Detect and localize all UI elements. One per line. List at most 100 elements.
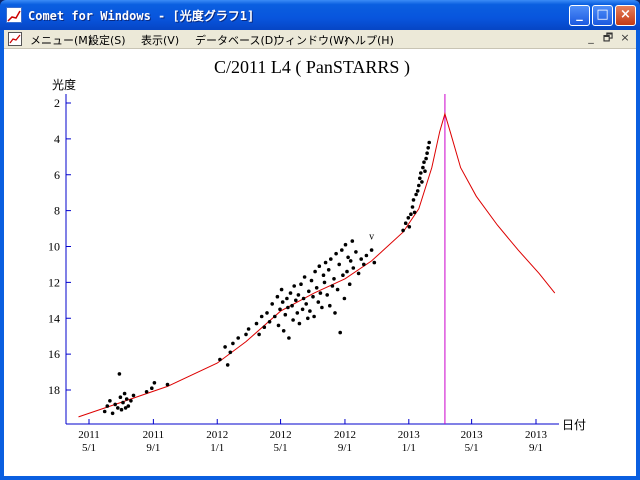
- observation-point: [280, 300, 285, 304]
- observation-point: [119, 407, 124, 412]
- menu-menu[interactable]: メニュー(M): [30, 34, 93, 47]
- observation-point: [113, 402, 117, 407]
- observation-point: [283, 312, 288, 317]
- observation-point: [311, 294, 315, 299]
- minimize-button[interactable]: _: [569, 5, 590, 26]
- observation-point: [262, 325, 267, 330]
- observation-point: [291, 318, 295, 322]
- observation-point: [421, 165, 425, 170]
- menu-help[interactable]: ヘルプ(H): [344, 34, 394, 47]
- child-restore-button[interactable]: 🗗: [602, 31, 614, 44]
- y-tick-label: 18: [48, 383, 60, 397]
- observation-point: [334, 251, 338, 256]
- menu-database[interactable]: データベース(D): [195, 34, 278, 47]
- child-minimize-button[interactable]: _: [588, 31, 594, 44]
- y-tick-label: 2: [54, 96, 60, 110]
- observation-point: [346, 255, 350, 260]
- menu-settings[interactable]: 設定(S): [88, 34, 126, 47]
- observation-point: [267, 320, 272, 324]
- x-tick-date: 9/1: [338, 442, 352, 454]
- x-tick-year: 2013: [525, 429, 548, 441]
- observation-point: [275, 294, 280, 299]
- observation-point: [236, 336, 240, 340]
- observation-point: [116, 406, 120, 410]
- observation-point: [326, 268, 331, 272]
- observation-point: [407, 225, 412, 229]
- x-tick-date: 5/1: [465, 442, 479, 454]
- observation-point: [265, 311, 269, 315]
- observation-point: [406, 216, 411, 220]
- observation-point: [403, 221, 408, 225]
- x-tick-date: 1/1: [402, 442, 416, 454]
- observation-point: [165, 382, 170, 387]
- observation-point: [279, 287, 284, 292]
- model-light-curve: [78, 112, 556, 418]
- observation-point: [228, 350, 233, 355]
- observation-point: [300, 307, 305, 312]
- observation-point: [254, 321, 259, 326]
- observation-point: [312, 314, 316, 319]
- observation-point: [297, 321, 302, 326]
- x-tick-year: 2013: [398, 429, 421, 441]
- observation-point: [426, 146, 431, 150]
- x-tick-year: 2012: [206, 429, 228, 441]
- observation-point: [419, 171, 423, 175]
- observation-point: [144, 390, 149, 394]
- observation-point: [152, 381, 157, 385]
- observation-point: [320, 305, 324, 310]
- title-bar[interactable]: Comet for Windows - [光度グラフ1] _ □ ×: [0, 0, 640, 30]
- observation-point: [342, 296, 347, 301]
- observation-point: [281, 329, 286, 333]
- y-tick-label: 14: [48, 311, 60, 325]
- observation-point: [417, 183, 421, 188]
- light-curve-chart: C/2011 L4 ( PanSTARRS ) 光度 日付 2 4 6 8 10 12 14…: [48, 57, 586, 454]
- observation-point: [122, 391, 127, 396]
- observation-point: [325, 293, 330, 297]
- observation-point: [302, 275, 307, 279]
- observation-point: [218, 357, 222, 362]
- observation-point: [295, 311, 300, 315]
- y-axis-label: 光度: [52, 77, 76, 92]
- maximize-button[interactable]: □: [592, 5, 613, 26]
- window-border-right: [636, 30, 640, 480]
- observation-point: [123, 406, 128, 410]
- app-icon[interactable]: [6, 7, 22, 23]
- observation-point: [270, 302, 275, 306]
- x-tick-year: 2013: [461, 429, 484, 441]
- observation-point: [304, 302, 309, 306]
- observation-point: [117, 372, 122, 376]
- observation-point: [290, 303, 294, 308]
- menu-window[interactable]: ウィンドウ(W): [274, 34, 349, 47]
- x-axis-label: 日付: [562, 418, 586, 432]
- menu-view[interactable]: 表示(V): [141, 34, 180, 47]
- observation-point: [288, 291, 293, 295]
- observation-point: [333, 311, 337, 315]
- observation-point: [307, 289, 311, 294]
- observation-point: [401, 228, 405, 233]
- close-button[interactable]: ×: [615, 5, 636, 26]
- observation-point: [286, 305, 290, 310]
- observation-point: [341, 273, 345, 277]
- window-border-left: [0, 30, 4, 480]
- child-close-button[interactable]: ×: [620, 31, 630, 44]
- annotation-label: v: [369, 231, 374, 242]
- menu-bar: メニュー(M) 設定(S) 表示(V) データベース(D) ウィンドウ(W) ヘ…: [4, 30, 636, 49]
- observation-point: [345, 269, 349, 274]
- child-window-icon[interactable]: [8, 32, 22, 46]
- x-tick-date: 5/1: [274, 442, 288, 454]
- observation-point: [299, 282, 303, 286]
- observation-point: [301, 296, 306, 301]
- observation-point: [296, 293, 301, 297]
- observation-point: [309, 278, 314, 283]
- y-tick-label: 4: [54, 132, 60, 146]
- observation-point: [347, 282, 352, 286]
- observation-point: [131, 393, 136, 398]
- observation-point: [118, 395, 123, 400]
- y-tick-label: 8: [54, 204, 60, 218]
- observation-point: [351, 266, 356, 270]
- observation-point: [316, 300, 321, 304]
- observation-point: [126, 404, 131, 408]
- observation-point: [225, 363, 230, 367]
- observation-point: [287, 336, 291, 340]
- observation-point: [423, 169, 427, 173]
